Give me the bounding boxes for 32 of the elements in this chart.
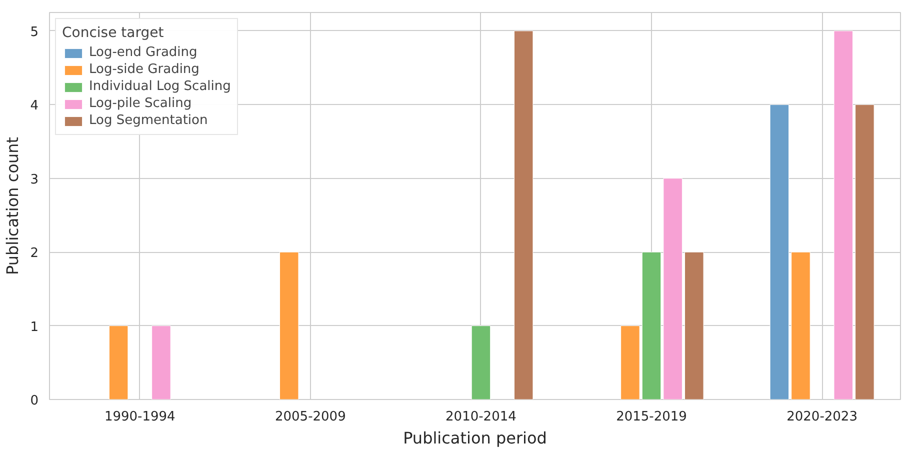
x-tick-label: 1990-1994 — [104, 410, 176, 424]
bar — [770, 104, 790, 400]
bar — [108, 326, 128, 400]
legend-label: Log-end Grading — [89, 45, 198, 60]
legend-label: Log-side Grading — [89, 62, 200, 77]
bar — [471, 326, 491, 400]
legend-label: Individual Log Scaling — [89, 79, 231, 94]
legend-label: Log Segmentation — [89, 113, 208, 128]
y-axis-title: Publication count — [3, 136, 22, 276]
y-tick-label: 1 — [30, 320, 39, 335]
bar — [791, 252, 810, 400]
y-tick-label: 0 — [30, 394, 39, 408]
legend-label: Log-pile Scaling — [89, 96, 192, 111]
bar — [152, 326, 171, 400]
y-tick-label: 3 — [30, 172, 39, 188]
x-tick-label: 2010-2014 — [446, 410, 516, 424]
y-tick-label: 2 — [30, 246, 39, 262]
bar — [855, 104, 874, 400]
bar — [620, 326, 640, 400]
x-axis-title: Publication period — [403, 428, 547, 448]
bar — [642, 252, 662, 400]
y-tick-label: 4 — [30, 98, 39, 114]
x-tick-label: 2020-2023 — [786, 410, 858, 424]
bar — [514, 30, 534, 400]
bar — [684, 252, 704, 400]
legend-title: Concise target — [62, 25, 165, 41]
x-tick-label: 2015-2019 — [616, 410, 687, 424]
bar — [663, 178, 682, 400]
x-tick-label: 2005-2009 — [275, 410, 346, 424]
bar — [279, 252, 299, 400]
y-tick-label: 5 — [30, 24, 39, 40]
bar — [834, 30, 853, 400]
